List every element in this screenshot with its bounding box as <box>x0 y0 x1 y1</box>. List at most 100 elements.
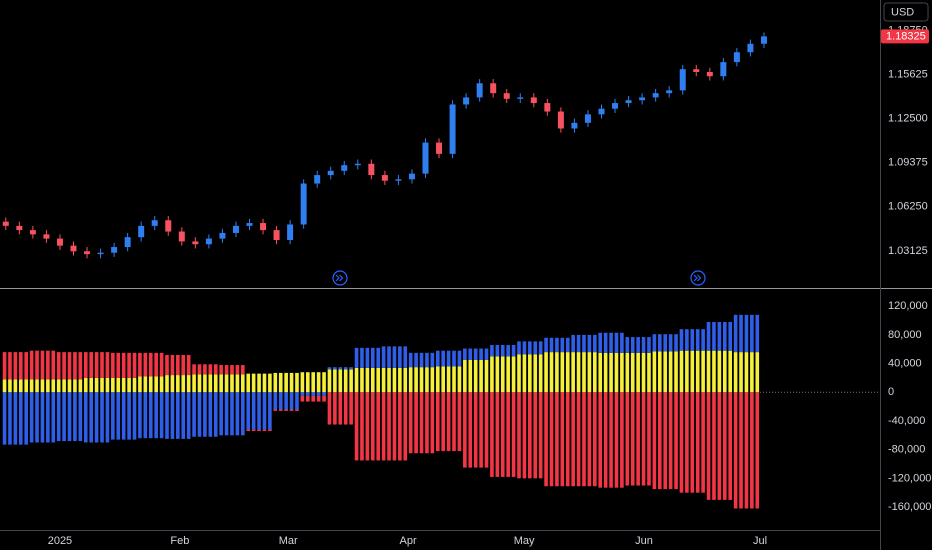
bar-segment <box>46 379 50 393</box>
y-tick-label: 1.03125 <box>888 245 928 257</box>
bar-segment <box>268 429 272 432</box>
bar-segment <box>528 341 532 355</box>
currency-box[interactable] <box>883 2 929 22</box>
bar-segment <box>733 352 738 393</box>
bar-segment <box>35 350 39 380</box>
bar-segment <box>35 392 39 443</box>
bar-segment <box>327 367 332 370</box>
bar-segment <box>446 366 451 393</box>
bar-segment <box>262 429 267 432</box>
bar-segment <box>479 392 483 468</box>
bar-segment <box>360 367 364 393</box>
bar-segment <box>24 352 29 380</box>
candle-body <box>666 90 673 94</box>
bar-segment <box>506 356 510 393</box>
bar-segment <box>289 392 294 410</box>
bar-segment <box>13 392 18 445</box>
bar-segment <box>511 392 516 477</box>
bar-segment <box>132 352 137 378</box>
bar-segment <box>641 392 646 486</box>
bar-segment <box>176 354 180 376</box>
bar-segment <box>674 351 678 393</box>
bar-segment <box>544 352 548 393</box>
y-tick-label: -160,000 <box>888 501 931 513</box>
bar-segment <box>333 392 337 425</box>
bar-segment <box>392 367 397 393</box>
bar-segment <box>712 392 716 500</box>
bar-segment <box>40 392 45 443</box>
bar-segment <box>56 379 61 393</box>
bar-segment <box>522 354 527 393</box>
bar-segment <box>609 332 613 353</box>
bar-segment <box>722 392 727 500</box>
bar-segment <box>435 350 440 367</box>
bar-segment <box>560 392 565 487</box>
candle-body <box>612 103 619 109</box>
candle-body <box>733 52 740 63</box>
bar-segment <box>452 350 456 367</box>
bar-segment <box>349 392 353 425</box>
candle-body <box>246 223 253 226</box>
bar-segment <box>203 364 207 375</box>
bar-segment <box>273 372 278 393</box>
bar-segment <box>300 395 305 402</box>
bar-segment <box>154 376 158 393</box>
candle-body <box>219 232 226 239</box>
bar-segment <box>463 392 467 468</box>
bar-segment <box>376 347 381 368</box>
bar-segment <box>170 375 175 393</box>
bar-segment <box>100 392 104 443</box>
bar-segment <box>13 352 18 380</box>
bar-segment <box>18 352 23 380</box>
bar-segment <box>316 392 321 396</box>
bar-segment <box>219 392 223 436</box>
bar-segment <box>603 392 608 488</box>
bar-segment <box>403 392 408 461</box>
bar-segment <box>213 392 218 437</box>
bar-segment <box>630 352 635 393</box>
bar-segment <box>311 372 316 393</box>
bar-segment <box>587 392 592 487</box>
bar-segment <box>408 367 413 393</box>
bar-segment <box>8 392 12 445</box>
bar-segment <box>289 409 294 411</box>
bar-segment <box>311 392 316 396</box>
bar-segment <box>620 352 624 393</box>
bar-segment <box>316 395 321 402</box>
bar-segment <box>197 374 202 393</box>
bar-segment <box>89 392 93 443</box>
bar-segment <box>230 374 234 393</box>
candle-body <box>584 114 591 123</box>
event-icon[interactable] <box>332 270 348 286</box>
bar-segment <box>522 341 527 355</box>
bar-segment <box>56 352 61 380</box>
bar-segment <box>73 379 77 393</box>
bar-segment <box>528 354 532 393</box>
bar-segment <box>257 429 261 432</box>
y-tick-label: 40,000 <box>888 358 922 370</box>
bar-segment <box>46 350 50 380</box>
bar-segment <box>463 360 467 393</box>
bar-segment <box>528 392 532 479</box>
bar-segment <box>484 360 489 393</box>
bar-segment <box>430 367 435 393</box>
bar-segment <box>695 392 700 493</box>
bar-segment <box>148 392 153 439</box>
candle-body <box>16 225 23 231</box>
bar-segment <box>701 350 705 393</box>
bar-segment <box>722 350 727 393</box>
candle-body <box>490 83 497 94</box>
bar-segment <box>83 352 88 378</box>
bar-segment <box>544 337 548 353</box>
bar-segment <box>94 352 99 378</box>
bar-segment <box>89 377 93 393</box>
bar-segment <box>603 352 608 393</box>
bar-segment <box>132 392 137 440</box>
event-icon[interactable] <box>690 270 706 286</box>
bar-segment <box>186 354 191 376</box>
candle-body <box>381 175 388 181</box>
bar-segment <box>370 392 375 461</box>
candle-body <box>747 43 754 53</box>
bar-segment <box>598 352 603 393</box>
bar-segment <box>51 379 56 393</box>
